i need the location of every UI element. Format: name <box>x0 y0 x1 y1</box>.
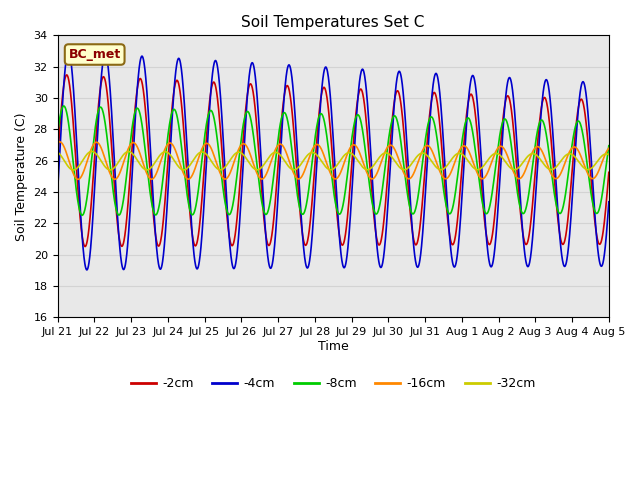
Y-axis label: Soil Temperature (C): Soil Temperature (C) <box>15 112 28 240</box>
Title: Soil Temperatures Set C: Soil Temperatures Set C <box>241 15 425 30</box>
X-axis label: Time: Time <box>318 340 349 353</box>
Legend: -2cm, -4cm, -8cm, -16cm, -32cm: -2cm, -4cm, -8cm, -16cm, -32cm <box>126 372 541 396</box>
Text: BC_met: BC_met <box>68 48 121 61</box>
